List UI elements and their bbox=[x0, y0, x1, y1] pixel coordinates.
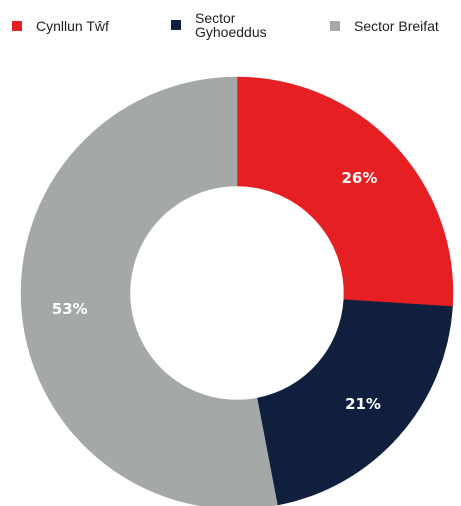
legend-swatch-sector-gyhoeddus bbox=[171, 20, 181, 30]
donut-labels: 26% 21% 53% bbox=[52, 169, 381, 413]
donut-slice-cynllun-twf bbox=[236, 76, 454, 307]
chart-legend: Cynllun Tŵf Sector Gyhoeddus Sector Brei… bbox=[0, 0, 461, 50]
donut-slice-sector-gyhoeddus bbox=[256, 299, 453, 506]
legend-swatch-sector-breifat bbox=[330, 21, 340, 31]
legend-label-cynllun-twf: Cynllun Tŵf bbox=[36, 18, 109, 34]
slice-label-cynllun-twf: 26% bbox=[342, 169, 378, 187]
slice-label-sector-gyhoeddus: 21% bbox=[345, 395, 381, 413]
donut-slices bbox=[20, 76, 454, 506]
legend-swatch-cynllun-twf bbox=[12, 21, 22, 31]
legend-item-sector-breifat: Sector Breifat bbox=[330, 19, 439, 33]
legend-item-cynllun-twf: Cynllun Tŵf bbox=[12, 19, 109, 33]
legend-label-sector-breifat: Sector Breifat bbox=[354, 18, 439, 34]
legend-label-sector-gyhoeddus: Sector Gyhoeddus bbox=[195, 10, 267, 40]
legend-item-sector-gyhoeddus: Sector Gyhoeddus bbox=[171, 11, 267, 39]
donut-slice-sector-breifat bbox=[20, 76, 278, 506]
slice-label-sector-breifat: 53% bbox=[52, 300, 88, 318]
